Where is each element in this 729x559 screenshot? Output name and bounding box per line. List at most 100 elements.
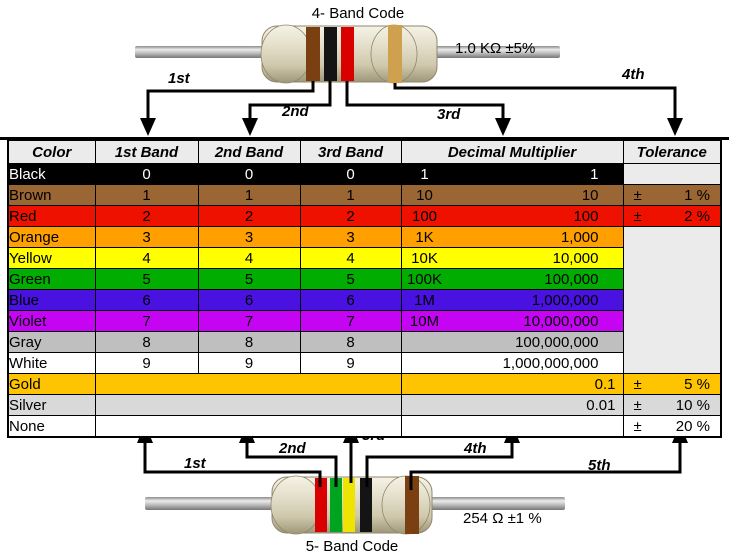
band3-value: 1 [299,184,402,206]
color-name: Gold [7,373,96,395]
row-white: White 9 9 9 1,000,000,000 [7,352,721,374]
band3-value: 5 [299,268,402,290]
resistor-4band [135,24,560,84]
band1-value: 1 [94,184,199,206]
multiplier-value: 100 [573,207,599,225]
band1-value: 5 [94,268,199,290]
color-name: Yellow [7,247,96,269]
row-blue: Blue 6 6 6 1M 1,000,000 [7,289,721,311]
arrow-line-5th [409,441,682,490]
multiplier-prefix: 1M [414,291,435,309]
multiplier-prefix: 1K [415,228,434,246]
multiplier-prefix: 100K [406,270,443,288]
band1-value: 2 [94,205,199,227]
row-none: None ±20 % [7,415,722,438]
top-arrow-label-4th: 4th [622,66,645,83]
band2-value: 8 [197,331,301,353]
resistor-cap-left [270,475,322,535]
table-top-rule [0,137,729,140]
tolerance-merged-cell [622,226,722,374]
arrowhead-4th-icon [667,118,683,136]
tolerance-cell: ±5 % [622,373,722,395]
row-orange: Orange 3 3 3 1K 1,000 [7,226,722,374]
multiplier-value: 10,000,000 [523,312,599,330]
tolerance-cell [622,163,722,185]
band1-value: 3 [94,226,199,248]
bands-merged-cell [94,415,402,438]
four-band-title: 4- Band Code [311,5,405,22]
multiplier-value: 1,000,000 [531,291,599,309]
multiplier-value: 0.1 [594,375,616,393]
band1-value: 4 [94,247,199,269]
band3-value: 6 [299,289,402,311]
band-black [324,27,337,81]
plus-minus-sign: ± [633,396,642,414]
arrowhead-2nd-icon [242,118,258,136]
five-band-value: 254 Ω ±1 % [463,510,542,527]
color-name: None [7,415,96,438]
multiplier-prefix: 10K [411,249,438,267]
band1-value: 6 [94,289,199,311]
header-decimal-multiplier: Decimal Multiplier [400,139,624,164]
bottom-arrow-label-1st: 1st [184,455,206,472]
arrowhead-1st-icon [140,118,156,136]
band3-value: 8 [299,331,402,353]
top-arrow-label-1st: 1st [168,70,190,87]
header-color: Color [7,139,96,164]
tolerance-value: 10 % [675,396,710,414]
bands-merged-cell [94,373,402,395]
top-arrow-label-2nd: 2nd [282,103,309,120]
band-red [315,478,327,532]
band2-value: 3 [197,226,301,248]
row-gray: Gray 8 8 8 100,000,000 [7,331,721,353]
band2-value: 0 [197,163,301,185]
color-name: Silver [7,394,96,416]
row-gold: Gold 0.1 ±5 % [7,373,722,395]
tolerance-value: 2 % [684,207,710,225]
color-name: Green [7,268,96,290]
row-black: Black 0 0 0 1 1 [7,163,722,185]
band-black [360,478,372,532]
bottom-arrows [143,441,682,490]
multiplier-value: 10 [581,186,599,204]
band-green [330,478,342,532]
band3-value: 9 [299,352,402,374]
row-green: Green 5 5 5 100K 100,000 [7,268,721,290]
multiplier-prefix: 10 [416,186,433,204]
row-violet: Violet 7 7 7 10M 10,000,000 [7,310,721,332]
plus-minus-sign: ± [633,207,642,225]
multiplier-value: 10,000 [552,249,599,267]
four-band-value: 1.0 KΩ ±5% [455,40,536,57]
band-gold [388,25,402,83]
band-brown [405,476,419,534]
color-code-table: Color 1st Band 2nd Band 3rd Band Decimal… [7,139,722,438]
top-arrows [146,81,677,120]
resistor-cap-left [260,24,312,84]
band2-value: 6 [197,289,301,311]
header-3rd-band: 3rd Band [299,139,402,164]
color-name: Blue [7,289,96,311]
band2-value: 5 [197,268,301,290]
arrow-line-4th [393,83,677,120]
bottom-arrow-label-5th: 5th [588,457,611,474]
plus-minus-sign: ± [633,375,642,393]
multiplier-value: 0.01 [586,396,616,414]
row-yellow: Yellow 4 4 4 10K 10,000 [7,247,721,269]
arrow-line-2nd [245,441,338,487]
band2-value: 2 [197,205,301,227]
band1-value: 8 [94,331,199,353]
color-name: White [7,352,96,374]
color-name: Red [7,205,96,227]
row-silver: Silver 0.01 ±10 % [7,394,722,416]
band3-value: 7 [299,310,402,332]
multiplier-value: 1 [590,165,599,183]
band2-value: 7 [197,310,301,332]
band2-value: 4 [197,247,301,269]
band1-value: 9 [94,352,199,374]
table-header-row: Color 1st Band 2nd Band 3rd Band Decimal… [7,139,722,164]
bottom-arrow-label-4th: 4th [464,440,487,457]
multiplier-value: 100,000,000 [515,333,599,351]
band3-value: 0 [299,163,402,185]
arrow-line-1st [143,441,322,487]
multiplier-prefix: 10M [409,312,440,330]
